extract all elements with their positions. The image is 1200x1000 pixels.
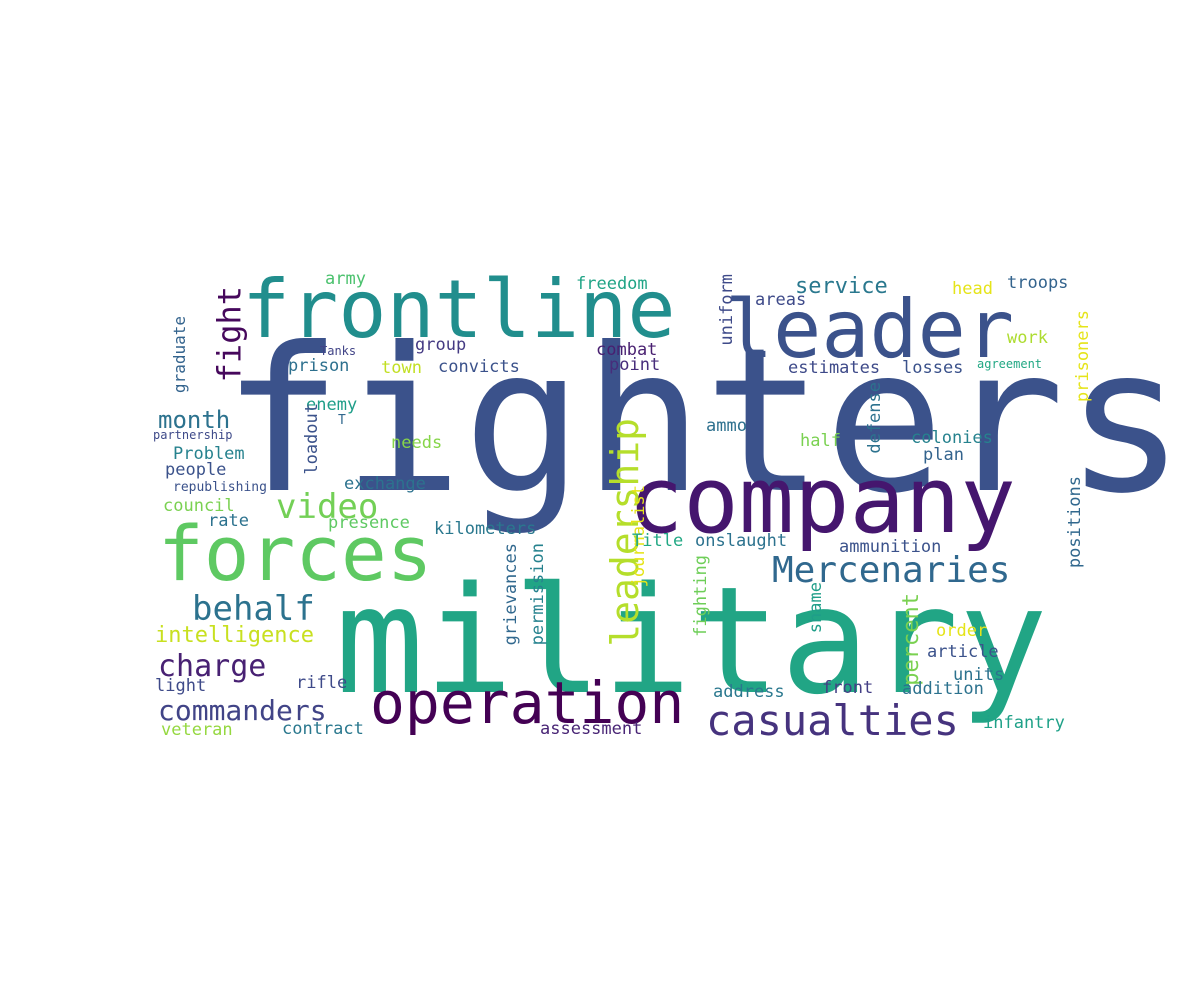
word-group: group (415, 335, 466, 355)
word-kilometers: kilometers (434, 519, 536, 539)
word-enemy: enemy (306, 395, 357, 415)
word-onslaught: onslaught (695, 531, 787, 551)
word-fight: fight (210, 286, 248, 382)
word-percent: percent (899, 593, 924, 686)
word-town: town (381, 358, 422, 378)
word-military: military (335, 555, 1048, 727)
word-intelligence: intelligence (155, 623, 314, 648)
word-agreement: agreement (977, 357, 1042, 371)
word-rate: rate (208, 511, 249, 531)
word-plan: plan (923, 445, 964, 465)
word-order: order (936, 621, 987, 641)
word-rifle: rifle (296, 673, 347, 693)
word-positions: positions (1065, 476, 1085, 568)
word-exchange: exchange (344, 474, 426, 494)
word-veteran: veteran (161, 720, 233, 740)
word-service: service (795, 274, 888, 299)
word-partnership: partnership (153, 428, 232, 442)
word-fighters: fighters (222, 305, 1185, 538)
word-assessment: assessment (540, 719, 642, 739)
word-army: army (325, 269, 366, 289)
word-charge: charge (158, 649, 266, 684)
word-ammo: ammo (706, 416, 747, 436)
word-month: month (158, 406, 230, 434)
word-commanders: commanders (158, 694, 327, 727)
word-losses: losses (902, 358, 963, 378)
word-graduate: graduate (170, 316, 189, 393)
word-shame: shame (806, 582, 826, 633)
word-point: point (609, 355, 660, 375)
word-troops: troops (1007, 273, 1068, 293)
word-ammunition: ammunition (839, 537, 941, 557)
word-journalist: journalist (629, 485, 649, 587)
word-defense: defense (865, 382, 885, 454)
word-needs: needs (391, 433, 442, 453)
word-addition: addition (902, 679, 984, 699)
word-head: head (952, 279, 993, 299)
word-contract: contract (282, 719, 364, 739)
word-behalf: behalf (192, 589, 315, 629)
word-half: half (800, 431, 841, 451)
word-fighting: fighting (691, 555, 711, 637)
word-council: council (163, 496, 235, 516)
word-frontline: frontline (242, 263, 675, 356)
word-leadership: leadership (603, 418, 647, 647)
word-republishing: republishing (173, 480, 267, 495)
word-units: units (953, 665, 1004, 685)
word-article: article (927, 642, 999, 662)
word-problem: Problem (173, 444, 245, 464)
word-areas: areas (755, 290, 806, 310)
word-leader: leader (725, 283, 1014, 376)
word-combat: combat (596, 340, 657, 360)
word-people: people (165, 460, 226, 480)
word-presence: presence (328, 513, 410, 533)
word-t: T (338, 413, 346, 428)
word-colonies: colonies (911, 428, 993, 448)
word-company: company (628, 447, 1016, 554)
word-uniform: uniform (717, 274, 737, 346)
word-tanks: Tanks (320, 344, 356, 358)
word-infantry: infantry (983, 713, 1065, 733)
word-prison: prison (288, 356, 349, 376)
word-address: address (713, 682, 785, 702)
word-estimates: estimates (788, 358, 880, 378)
word-prisoners: prisoners (1073, 310, 1093, 402)
word-forces: forces (158, 509, 433, 598)
word-video: video (276, 487, 378, 527)
word-permission: permission (528, 543, 548, 645)
word-grievances: grievances (501, 543, 521, 645)
word-front: front (822, 678, 873, 698)
word-convicts: convicts (438, 357, 520, 377)
word-work: work (1007, 328, 1048, 348)
word-mercenaries: Mercenaries (772, 550, 1010, 591)
word-light: light (155, 676, 206, 696)
word-title: Title (632, 531, 683, 551)
word-casualties: casualties (706, 696, 959, 745)
word-freedom: freedom (576, 274, 648, 294)
word-operation: operation (370, 669, 684, 737)
word-loadout: loadout (302, 403, 322, 475)
